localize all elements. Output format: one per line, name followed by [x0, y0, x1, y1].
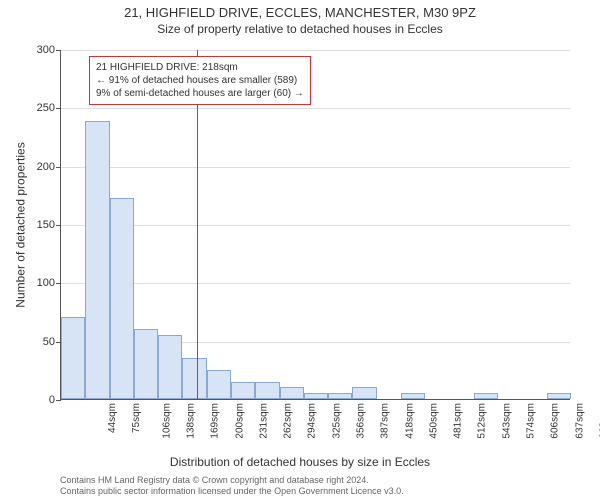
bar: [110, 198, 134, 399]
footer-attribution: Contains HM Land Registry data © Crown c…: [60, 475, 404, 497]
grid-line: [61, 50, 570, 51]
bar: [85, 121, 109, 399]
bar: [158, 335, 182, 399]
y-axis-title: Number of detached properties: [14, 142, 28, 307]
annotation-line: ← 91% of detached houses are smaller (58…: [96, 74, 304, 87]
grid-line: [61, 167, 570, 168]
y-tick-label: 50: [43, 336, 55, 348]
grid-line: [61, 283, 570, 284]
x-tick-label: 231sqm: [258, 403, 269, 439]
grid-line: [61, 108, 570, 109]
y-tick: [56, 108, 61, 109]
bar: [474, 393, 498, 399]
annotation-box: 21 HIGHFIELD DRIVE: 218sqm← 91% of detac…: [89, 56, 311, 105]
chart-title-sub: Size of property relative to detached ho…: [0, 22, 600, 36]
x-tick-label: 356sqm: [356, 403, 367, 439]
x-tick-label: 44sqm: [107, 403, 118, 433]
bar: [134, 329, 158, 399]
x-tick-label: 75sqm: [131, 403, 142, 433]
x-tick-label: 512sqm: [477, 403, 488, 439]
annotation-line: 9% of semi-detached houses are larger (6…: [96, 87, 304, 100]
x-tick-label: 262sqm: [283, 403, 294, 439]
x-tick-label: 481sqm: [453, 403, 464, 439]
x-axis-title: Distribution of detached houses by size …: [0, 455, 600, 469]
chart-title-main: 21, HIGHFIELD DRIVE, ECCLES, MANCHESTER,…: [0, 5, 600, 20]
bar: [255, 382, 279, 400]
bar: [304, 393, 328, 399]
y-tick: [56, 50, 61, 51]
bar: [352, 387, 376, 399]
x-tick-label: 450sqm: [428, 403, 439, 439]
x-tick-label: 138sqm: [186, 403, 197, 439]
bar: [401, 393, 425, 399]
x-tick-label: 294sqm: [307, 403, 318, 439]
x-tick-label: 637sqm: [574, 403, 585, 439]
bar: [231, 382, 255, 400]
x-tick-label: 606sqm: [550, 403, 561, 439]
y-tick-label: 100: [37, 277, 55, 289]
bar: [207, 370, 231, 399]
x-tick-label: 325sqm: [331, 403, 342, 439]
y-tick-label: 200: [37, 161, 55, 173]
x-tick-label: 418sqm: [404, 403, 415, 439]
y-tick-label: 150: [37, 219, 55, 231]
plot-area: 05010015020025030044sqm75sqm106sqm138sqm…: [60, 50, 570, 400]
y-tick: [56, 167, 61, 168]
bar: [328, 393, 352, 399]
grid-line: [61, 225, 570, 226]
y-tick: [56, 400, 61, 401]
footer-line1: Contains HM Land Registry data © Crown c…: [60, 475, 404, 486]
bar: [547, 393, 571, 399]
bar: [61, 317, 85, 399]
y-tick-label: 300: [37, 44, 55, 56]
x-tick-label: 106sqm: [161, 403, 172, 439]
bar: [182, 358, 206, 399]
x-tick-label: 169sqm: [210, 403, 221, 439]
x-tick-label: 200sqm: [234, 403, 245, 439]
footer-line2: Contains public sector information licen…: [60, 486, 404, 497]
y-axis-title-container: Number of detached properties: [15, 50, 27, 400]
annotation-line: 21 HIGHFIELD DRIVE: 218sqm: [96, 61, 304, 74]
y-tick: [56, 225, 61, 226]
x-tick-label: 574sqm: [526, 403, 537, 439]
y-tick: [56, 283, 61, 284]
y-tick-label: 250: [37, 102, 55, 114]
x-tick-label: 543sqm: [501, 403, 512, 439]
bar: [280, 387, 304, 399]
y-tick-label: 0: [49, 394, 55, 406]
x-tick-label: 387sqm: [380, 403, 391, 439]
